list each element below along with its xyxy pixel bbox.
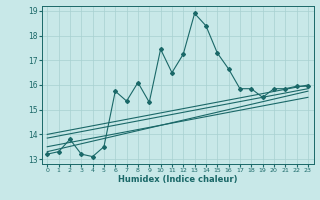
X-axis label: Humidex (Indice chaleur): Humidex (Indice chaleur) <box>118 175 237 184</box>
